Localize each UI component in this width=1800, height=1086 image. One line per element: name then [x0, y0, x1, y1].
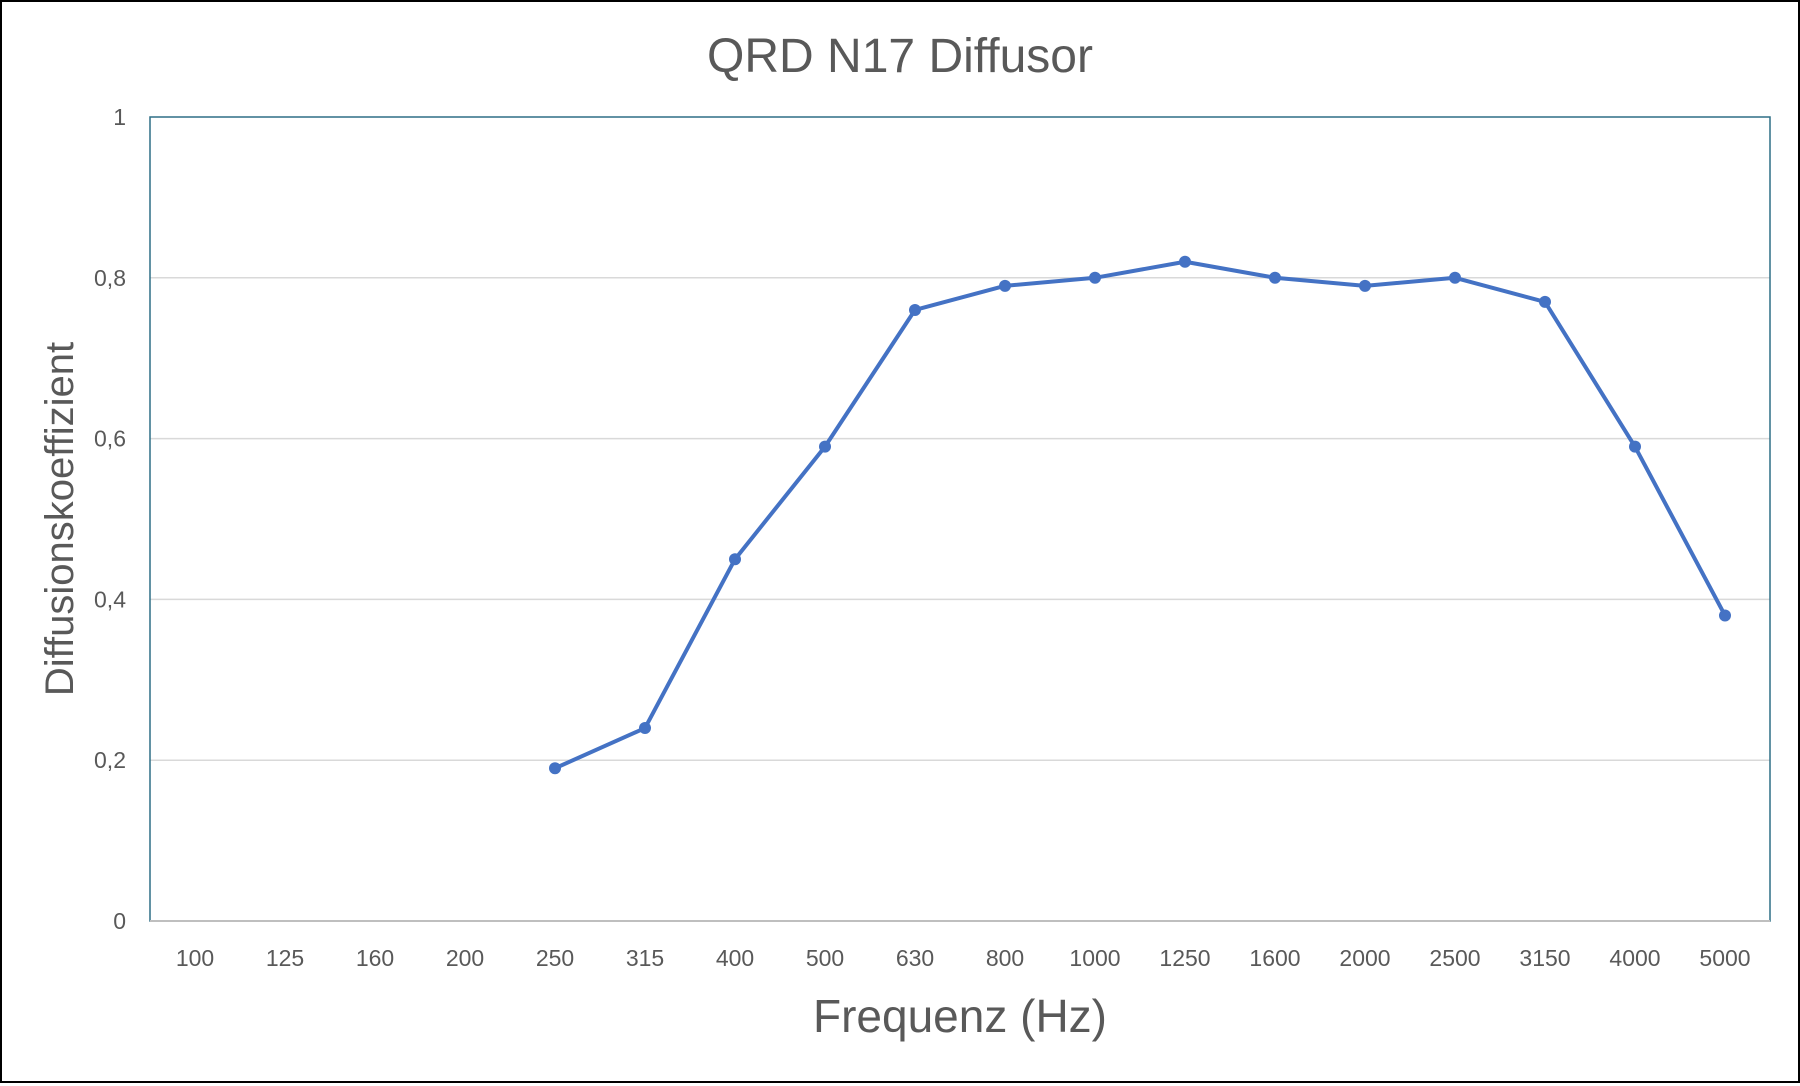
- series-line: [553, 259, 1727, 771]
- y-tick-label: 0,6: [94, 426, 126, 452]
- y-axis-ticks: 0 0,2 0,4 0,6 0,8 1: [94, 104, 126, 934]
- x-tick-label: 200: [446, 945, 484, 971]
- data-point: [1629, 440, 1641, 453]
- x-tick-label: 4000: [1609, 945, 1660, 971]
- data-point: [1359, 279, 1371, 292]
- x-tick-label: 250: [536, 945, 574, 971]
- data-point: [1269, 271, 1281, 284]
- x-tick-label: 630: [896, 945, 934, 971]
- data-points: [549, 255, 1731, 775]
- data-point: [909, 303, 921, 316]
- data-point: [1089, 271, 1101, 284]
- x-tick-label: 800: [986, 945, 1024, 971]
- x-axis-ticks: 100 125 160 200 250 315 400 500 630 800 1000 1250 16…: [176, 945, 1751, 971]
- y-tick-label: 0,8: [94, 265, 126, 291]
- x-tick-label: 500: [806, 945, 844, 971]
- y-axis-title: Diffusionskoeffizient: [38, 342, 82, 696]
- chart-title: QRD N17 Diffusor: [707, 30, 1093, 83]
- data-point: [1179, 255, 1191, 268]
- data-point: [999, 279, 1011, 292]
- gridlines: [150, 277, 1770, 761]
- x-tick-label: 2500: [1429, 945, 1480, 971]
- y-tick-label: 0,4: [94, 586, 126, 612]
- x-tick-label: 3150: [1519, 945, 1570, 971]
- plot-area: [149, 116, 1771, 922]
- data-point: [1539, 295, 1551, 308]
- x-tick-label: 2000: [1339, 945, 1390, 971]
- x-tick-label: 1600: [1249, 945, 1300, 971]
- data-point: [549, 762, 561, 775]
- y-tick-label: 0: [113, 908, 126, 934]
- x-tick-label: 5000: [1699, 945, 1750, 971]
- x-tick-label: 400: [716, 945, 754, 971]
- y-tick-label: 1: [113, 104, 126, 130]
- x-tick-label: 125: [266, 945, 304, 971]
- data-point: [1719, 609, 1731, 622]
- x-tick-label: 1000: [1069, 945, 1120, 971]
- data-point: [729, 553, 741, 566]
- x-tick-label: 160: [356, 945, 394, 971]
- x-axis-title: Frequenz (Hz): [813, 990, 1107, 1042]
- x-tick-label: 315: [626, 945, 664, 971]
- x-tick-label: 100: [176, 945, 214, 971]
- y-tick-label: 0,2: [94, 747, 126, 773]
- x-tick-label: 1250: [1159, 945, 1210, 971]
- data-point: [819, 440, 831, 453]
- data-point: [1449, 271, 1461, 284]
- data-point: [639, 722, 651, 735]
